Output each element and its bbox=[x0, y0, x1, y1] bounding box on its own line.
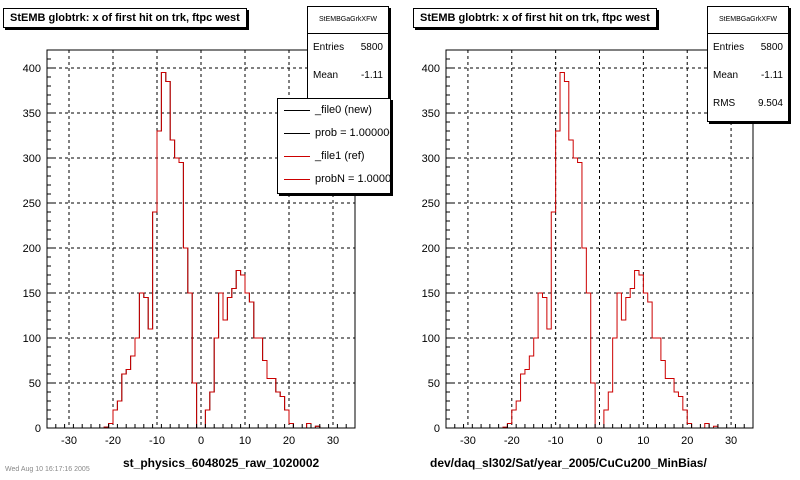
stats-entries-label-right: Entries bbox=[713, 42, 745, 53]
stats-rms-value-right: 9.504 bbox=[757, 98, 783, 109]
stats-entries-row-right: Entries 5800 bbox=[708, 34, 788, 62]
stats-name-left: StEMBGaGrkXFW bbox=[308, 7, 388, 34]
legend-entry-file0: _file0 (new) bbox=[278, 99, 390, 122]
x-tick-label-right: -30 bbox=[460, 435, 476, 447]
footer-timestamp: Wed Aug 10 16:17:16 2005 bbox=[5, 466, 90, 473]
stats-entries-value-right: 5800 bbox=[760, 42, 783, 53]
y-tick-label-left: 50 bbox=[29, 378, 41, 390]
plot-title-right: StEMB globtrk: x of first hit on trk, ft… bbox=[413, 8, 657, 28]
x-tick-label-right: -20 bbox=[504, 435, 520, 447]
y-tick-label-left: 100 bbox=[23, 333, 41, 345]
legend-text-probn: probN = 1.000000 bbox=[315, 173, 391, 185]
stats-mean-value-left: -1.11 bbox=[360, 70, 383, 81]
legend-box: _file0 (new) prob = 1.000000 _file1 (ref… bbox=[277, 98, 391, 194]
legend-swatch-file0 bbox=[284, 110, 310, 111]
y-tick-label-left: 200 bbox=[23, 243, 41, 255]
stats-box-right: StEMBGaGrkXFW Entries 5800 Mean -1.11 RM… bbox=[707, 6, 789, 122]
stats-mean-row-left: Mean -1.11 bbox=[308, 62, 388, 90]
x-tick-label-left: 0 bbox=[198, 435, 204, 447]
y-tick-label-right: 400 bbox=[422, 63, 440, 75]
stats-mean-value-right: -1.11 bbox=[760, 70, 783, 81]
x-tick-label-right: 10 bbox=[637, 435, 649, 447]
y-tick-label-right: 0 bbox=[434, 423, 440, 435]
y-tick-label-right: 350 bbox=[422, 108, 440, 120]
y-tick-label-right: 100 bbox=[422, 333, 440, 345]
stats-mean-label-left: Mean bbox=[313, 70, 339, 81]
y-tick-label-left: 250 bbox=[23, 198, 41, 210]
y-tick-label-right: 300 bbox=[422, 153, 440, 165]
x-axis-label-right: dev/daq_sl302/Sat/year_2005/CuCu200_MinB… bbox=[430, 456, 707, 470]
x-tick-label-right: 30 bbox=[725, 435, 737, 447]
legend-text-prob: prob = 1.000000 bbox=[315, 127, 391, 139]
legend-entry-probn: probN = 1.000000 bbox=[278, 168, 390, 191]
stats-entries-label-left: Entries bbox=[313, 42, 345, 53]
x-tick-label-right: 20 bbox=[681, 435, 693, 447]
stats-name-right: StEMBGaGrkXFW bbox=[708, 7, 788, 34]
y-tick-label-left: 300 bbox=[23, 153, 41, 165]
legend-swatch-probn bbox=[284, 179, 310, 180]
x-tick-label-right: -10 bbox=[548, 435, 564, 447]
y-tick-label-right: 200 bbox=[422, 243, 440, 255]
stats-entries-value-left: 5800 bbox=[360, 42, 383, 53]
x-axis-label-left: st_physics_6048025_raw_1020002 bbox=[123, 456, 320, 470]
legend-swatch-prob bbox=[284, 133, 310, 134]
y-tick-label-left: 350 bbox=[23, 108, 41, 120]
legend-text-file1: _file1 (ref) bbox=[315, 150, 365, 162]
plot-title-left: StEMB globtrk: x of first hit on trk, ft… bbox=[3, 8, 247, 28]
x-tick-label-right: 0 bbox=[596, 435, 602, 447]
histogram-panel-left: -30 -20 -10 0 10 20 30 0 50 100 150 200 250 300 350 400… bbox=[3, 6, 391, 473]
stats-entries-row-left: Entries 5800 bbox=[308, 34, 388, 62]
stats-rms-label-right: RMS bbox=[713, 98, 736, 109]
stats-mean-row-right: Mean -1.11 bbox=[708, 62, 788, 90]
x-tick-label-left: 30 bbox=[327, 435, 339, 447]
y-tick-label-left: 0 bbox=[35, 423, 41, 435]
x-tick-label-left: -10 bbox=[149, 435, 165, 447]
stats-mean-label-right: Mean bbox=[713, 70, 739, 81]
x-tick-label-left: -30 bbox=[61, 435, 77, 447]
legend-entry-file1: _file1 (ref) bbox=[278, 145, 390, 168]
x-tick-label-left: -20 bbox=[105, 435, 121, 447]
y-tick-label-left: 150 bbox=[23, 288, 41, 300]
histogram-panel-right: -30 -20 -10 0 10 20 30 0 50 100 150 200 250 300 350 400… bbox=[400, 0, 800, 480]
y-tick-label-right: 50 bbox=[428, 378, 440, 390]
y-tick-label-right: 150 bbox=[422, 288, 440, 300]
stats-rms-row-right: RMS 9.504 bbox=[708, 90, 788, 118]
x-tick-label-left: 10 bbox=[239, 435, 251, 447]
y-tick-label-right: 250 bbox=[422, 198, 440, 210]
x-tick-label-left: 20 bbox=[283, 435, 295, 447]
legend-entry-prob: prob = 1.000000 bbox=[278, 122, 390, 145]
legend-swatch-file1 bbox=[284, 156, 310, 157]
legend-text-file0: _file0 (new) bbox=[315, 104, 372, 116]
y-tick-label-left: 400 bbox=[23, 63, 41, 75]
